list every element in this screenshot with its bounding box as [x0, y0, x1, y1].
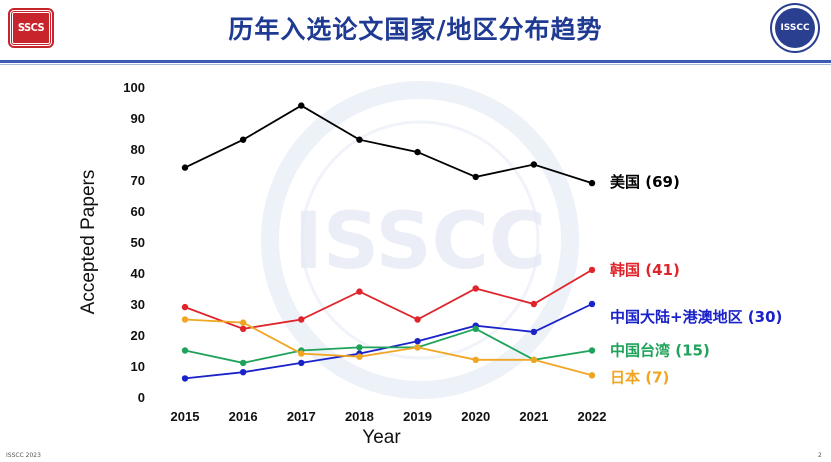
data-point — [298, 359, 305, 367]
data-point — [414, 344, 421, 351]
isscc-logo: ISSCC — [772, 5, 818, 51]
y-axis-title: Accepted Papers — [78, 170, 99, 315]
series-line — [184, 327, 593, 364]
data-point — [239, 319, 247, 326]
data-point — [298, 316, 305, 323]
data-point — [530, 356, 538, 363]
series-end-label: 日本 (7) — [610, 368, 669, 386]
y-tick-label: 0 — [138, 390, 145, 405]
series-layer — [181, 102, 596, 382]
data-point — [239, 369, 247, 376]
series-end-label: 中国台湾 (15) — [610, 342, 710, 360]
data-point — [356, 353, 363, 360]
x-tick-label: 2017 — [287, 409, 316, 424]
y-tick-label: 60 — [131, 204, 145, 219]
watermark-text: ISSCC — [294, 197, 546, 287]
x-tick-label: 2022 — [578, 409, 607, 424]
data-point — [181, 375, 189, 382]
y-tick-label: 90 — [131, 111, 145, 126]
series-end-label: 韩国 (41) — [610, 261, 680, 279]
data-point — [530, 300, 538, 308]
data-point — [414, 338, 421, 345]
y-tick-label: 50 — [131, 235, 145, 250]
data-point — [472, 356, 479, 363]
y-tick-label: 70 — [131, 173, 145, 188]
data-point — [181, 316, 189, 323]
header-divider — [0, 60, 831, 63]
header-divider-thin — [0, 64, 831, 65]
data-point — [472, 325, 479, 332]
data-point — [530, 328, 538, 336]
data-point — [472, 285, 479, 292]
y-tick-label: 30 — [131, 297, 145, 312]
data-point — [181, 347, 189, 354]
data-point — [530, 161, 538, 168]
data-point — [588, 347, 596, 354]
data-point — [414, 148, 421, 156]
footer-page-number: 2 — [818, 452, 822, 459]
page-title: 历年入选论文国家/地区分布趋势 — [228, 15, 603, 44]
data-point — [414, 316, 421, 323]
series-line — [184, 104, 593, 184]
y-tick-label: 20 — [131, 328, 145, 343]
watermark-inner-ring — [300, 120, 540, 360]
data-point — [588, 179, 596, 187]
data-point — [588, 300, 596, 308]
chart-axes: 0 10 20 30 40 50 60 70 80 90 100 2015 2016 2017 2018 20… — [78, 80, 606, 448]
data-point — [181, 164, 189, 171]
series-line — [184, 318, 593, 377]
x-axis-title: Year — [362, 427, 401, 448]
series-4 — [181, 316, 596, 379]
sscs-logo: SSCS — [8, 8, 54, 48]
x-tick-label: 2021 — [519, 409, 548, 424]
data-point — [181, 303, 189, 311]
x-tick-label: 2018 — [345, 409, 374, 424]
y-tick-label: 40 — [131, 266, 145, 281]
slide-header: SSCS 历年入选论文国家/地区分布趋势 ISSCC — [0, 0, 831, 62]
series-end-label: 美国 (69) — [610, 173, 680, 191]
data-point — [356, 344, 363, 351]
data-point — [298, 102, 305, 109]
watermark-ring — [261, 81, 579, 399]
data-point — [356, 136, 363, 143]
data-point — [239, 136, 247, 143]
x-tick-label: 2020 — [461, 409, 490, 424]
x-tick-label: 2016 — [229, 409, 258, 424]
data-point — [588, 266, 596, 274]
series-0 — [181, 102, 596, 187]
data-point — [356, 288, 363, 295]
footer-conference: ISSCC 2023 — [6, 452, 41, 459]
series-end-label: 中国大陆+港澳地区 (30) — [610, 308, 782, 326]
end-labels: 美国 (69) 韩国 (41) 中国大陆+港澳地区 (30) 中国台湾 (15) 日本 … — [610, 173, 782, 386]
data-point — [239, 359, 247, 367]
data-point — [298, 350, 305, 357]
data-point — [472, 173, 479, 181]
isscc-watermark: ISSCC — [261, 81, 579, 399]
data-point — [588, 372, 596, 379]
x-tick-label: 2019 — [403, 409, 432, 424]
y-tick-label: 80 — [131, 142, 145, 157]
y-tick-label: 10 — [131, 359, 145, 374]
y-tick-label: 100 — [123, 80, 145, 95]
x-tick-label: 2015 — [171, 409, 200, 424]
data-point — [239, 325, 247, 332]
